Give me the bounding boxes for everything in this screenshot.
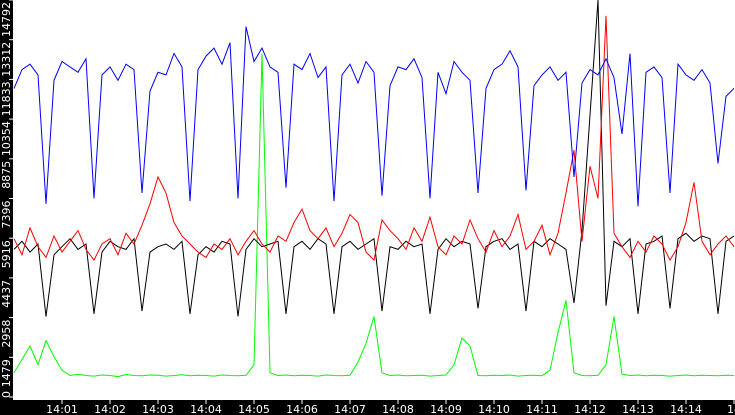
x-tick-label: 14:12 (574, 403, 606, 415)
x-tick-label: 14:10 (478, 403, 510, 415)
y-tick-label: 8875 (0, 161, 13, 189)
x-tick-label: 14 (727, 403, 735, 415)
series-line-1 (13, 15, 735, 262)
x-axis: 14:01 14:02 14:03 14:04 14:05 14:06 14:07 14:08… (46, 400, 735, 415)
series-line-3 (13, 53, 735, 378)
x-tick-label: 14:06 (286, 403, 318, 415)
y-tick-label: 13312 (0, 42, 13, 77)
x-tick-label: 14:08 (382, 403, 414, 415)
y-tick-label: 10354 (0, 121, 13, 156)
x-tick-label: 14:13 (622, 403, 654, 415)
x-axis-strip (0, 400, 735, 415)
x-tick-label: 14:02 (94, 403, 126, 415)
x-tick-label: 14:09 (430, 403, 462, 415)
x-tick-label: 14:03 (142, 403, 174, 415)
y-tick-label: 5916 (0, 240, 13, 268)
series-line-2 (13, 0, 735, 317)
x-tick-label: 14:07 (334, 403, 366, 415)
y-axis: 0 1479 2958 4437 5916 7396 8875 10354 11833 13312… (0, 0, 13, 398)
series-layer (13, 0, 735, 378)
y-tick-label: 11833 (0, 81, 13, 116)
y-tick-label: 4437 (0, 280, 13, 308)
x-tick-label: 14:14 (670, 403, 702, 415)
y-tick-label: 0 (0, 391, 13, 398)
y-tick-label: 1479 (0, 359, 13, 387)
y-tick-label: 2958 (0, 320, 13, 348)
x-tick-label: 14:04 (190, 403, 222, 415)
y-tick-label: 14792 (0, 2, 13, 37)
series-line-0 (13, 26, 735, 207)
x-tick-label: 14:05 (238, 403, 270, 415)
y-axis-strip (0, 0, 13, 415)
x-tick-label: 14:11 (526, 403, 558, 415)
x-tick-label: 14:01 (46, 403, 78, 415)
y-tick-label: 7396 (0, 201, 13, 229)
